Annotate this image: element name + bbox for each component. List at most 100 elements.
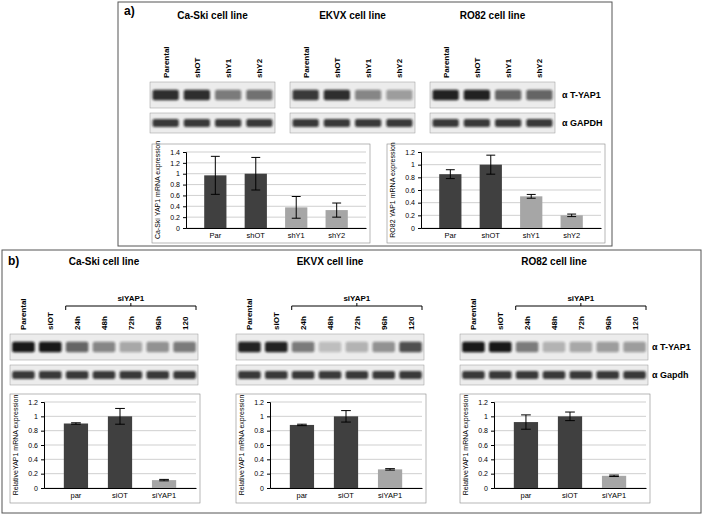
lane-label: 72h bbox=[127, 316, 136, 330]
blot-band bbox=[215, 90, 241, 100]
lane-label: 120 bbox=[181, 316, 190, 330]
tick: par bbox=[521, 488, 532, 500]
group-label: siYAP1 bbox=[567, 294, 594, 303]
axis-line bbox=[418, 153, 422, 229]
blot-band bbox=[516, 371, 539, 379]
grid-line bbox=[44, 402, 196, 403]
blot-band bbox=[489, 342, 512, 352]
blot-band bbox=[120, 371, 143, 379]
grid bbox=[186, 152, 366, 228]
tick: 0.6 bbox=[405, 187, 421, 194]
error-bar bbox=[521, 415, 531, 429]
tick-mark bbox=[267, 431, 270, 432]
lane-label: 120 bbox=[631, 316, 640, 330]
tick-label: shY1 bbox=[523, 231, 540, 240]
tick-label: shY1 bbox=[288, 231, 305, 240]
blot-band bbox=[66, 371, 89, 379]
blot-band bbox=[346, 371, 369, 379]
tick-mark bbox=[183, 152, 186, 153]
y-axis: 00.20.40.60.811.21.4 bbox=[170, 149, 186, 232]
blot-band bbox=[293, 90, 319, 100]
blot-strip bbox=[430, 113, 555, 133]
tick-mark bbox=[491, 416, 494, 417]
tick-mark bbox=[41, 402, 44, 403]
antibody-label: α Gapdh bbox=[652, 370, 689, 380]
tick: 0.2 bbox=[28, 470, 44, 477]
blot-strip bbox=[430, 82, 555, 108]
error-bar bbox=[292, 197, 301, 219]
tick-mark bbox=[491, 402, 494, 403]
blot-band bbox=[399, 371, 422, 379]
tick-label: 0.2 bbox=[405, 212, 415, 219]
tick-mark bbox=[267, 402, 270, 403]
tick: 0.2 bbox=[170, 214, 186, 221]
error-bar bbox=[159, 479, 169, 480]
tick-label: shY2 bbox=[563, 231, 580, 240]
blot-band bbox=[184, 119, 210, 127]
tick-mark bbox=[183, 228, 186, 229]
blot-band bbox=[12, 371, 35, 379]
y-axis-title: RelativeYAP1 mRNA expression bbox=[462, 395, 470, 496]
y-axis: 00.20.40.60.811.2 bbox=[478, 399, 494, 492]
blot-band bbox=[120, 342, 143, 352]
tick: 1.2 bbox=[478, 399, 494, 406]
chart-frame bbox=[460, 394, 650, 503]
lane-label: shY1 bbox=[224, 58, 233, 78]
lane-label: siOT bbox=[496, 312, 505, 330]
blot-band bbox=[66, 342, 89, 352]
blot-strip bbox=[290, 82, 415, 108]
blot-band bbox=[355, 119, 381, 127]
grid bbox=[270, 402, 422, 488]
tick: par bbox=[297, 488, 308, 500]
blot-strip bbox=[290, 113, 415, 133]
blot-strip bbox=[236, 365, 424, 385]
lane-label: Parental bbox=[469, 298, 478, 330]
tick-label: 0.6 bbox=[28, 442, 38, 449]
blot-band bbox=[319, 342, 342, 352]
bar bbox=[439, 174, 461, 228]
tick-label: par bbox=[297, 491, 308, 500]
tick-label: par bbox=[71, 491, 82, 500]
tick-label: 0.2 bbox=[170, 214, 180, 221]
chart: 00.20.40.60.811.2parsiOTsiYAP1RelativeYA… bbox=[10, 394, 200, 503]
tick-mark bbox=[418, 203, 421, 204]
blot-band bbox=[433, 119, 459, 127]
error-bar bbox=[609, 475, 619, 476]
group-bracket bbox=[292, 303, 422, 310]
tick: 0.6 bbox=[254, 442, 270, 449]
blot-band bbox=[324, 119, 350, 127]
tick-label: 1 bbox=[484, 413, 488, 420]
blot-band bbox=[146, 371, 169, 379]
axis-line bbox=[495, 488, 647, 489]
grid bbox=[44, 402, 196, 488]
tick-label: 0.4 bbox=[478, 456, 488, 463]
bar bbox=[602, 476, 626, 488]
tick-label: 0 bbox=[176, 225, 180, 232]
blot-band bbox=[386, 119, 412, 127]
blot-band bbox=[265, 371, 288, 379]
tick: 0.2 bbox=[254, 470, 270, 477]
blot-band bbox=[462, 371, 485, 379]
tick: 1.2 bbox=[405, 149, 421, 156]
tick-label: 0 bbox=[411, 225, 415, 232]
tick: shY1 bbox=[523, 228, 540, 240]
tick: 0.6 bbox=[170, 192, 186, 199]
bar bbox=[558, 416, 582, 488]
group-bracket bbox=[516, 303, 646, 310]
tick-label: 0.8 bbox=[254, 427, 264, 434]
chart: 00.20.40.60.811.2ParshOTshY1shY2RO82 YAP… bbox=[387, 142, 605, 243]
tick-label: 0.8 bbox=[28, 427, 38, 434]
tick-mark bbox=[267, 459, 270, 460]
tick: 0.4 bbox=[405, 199, 421, 206]
tick: 1 bbox=[34, 413, 44, 420]
tick-label: 1.2 bbox=[405, 149, 415, 156]
lane-label: 120 bbox=[407, 316, 416, 330]
tick: 0.4 bbox=[478, 456, 494, 463]
axis-line bbox=[45, 488, 197, 489]
plot-area bbox=[290, 411, 402, 488]
blot-band bbox=[495, 90, 521, 100]
error-bar bbox=[567, 214, 576, 217]
tick-label: shOT bbox=[482, 231, 501, 240]
tick-label: 1 bbox=[411, 161, 415, 168]
axis-line bbox=[187, 228, 367, 229]
